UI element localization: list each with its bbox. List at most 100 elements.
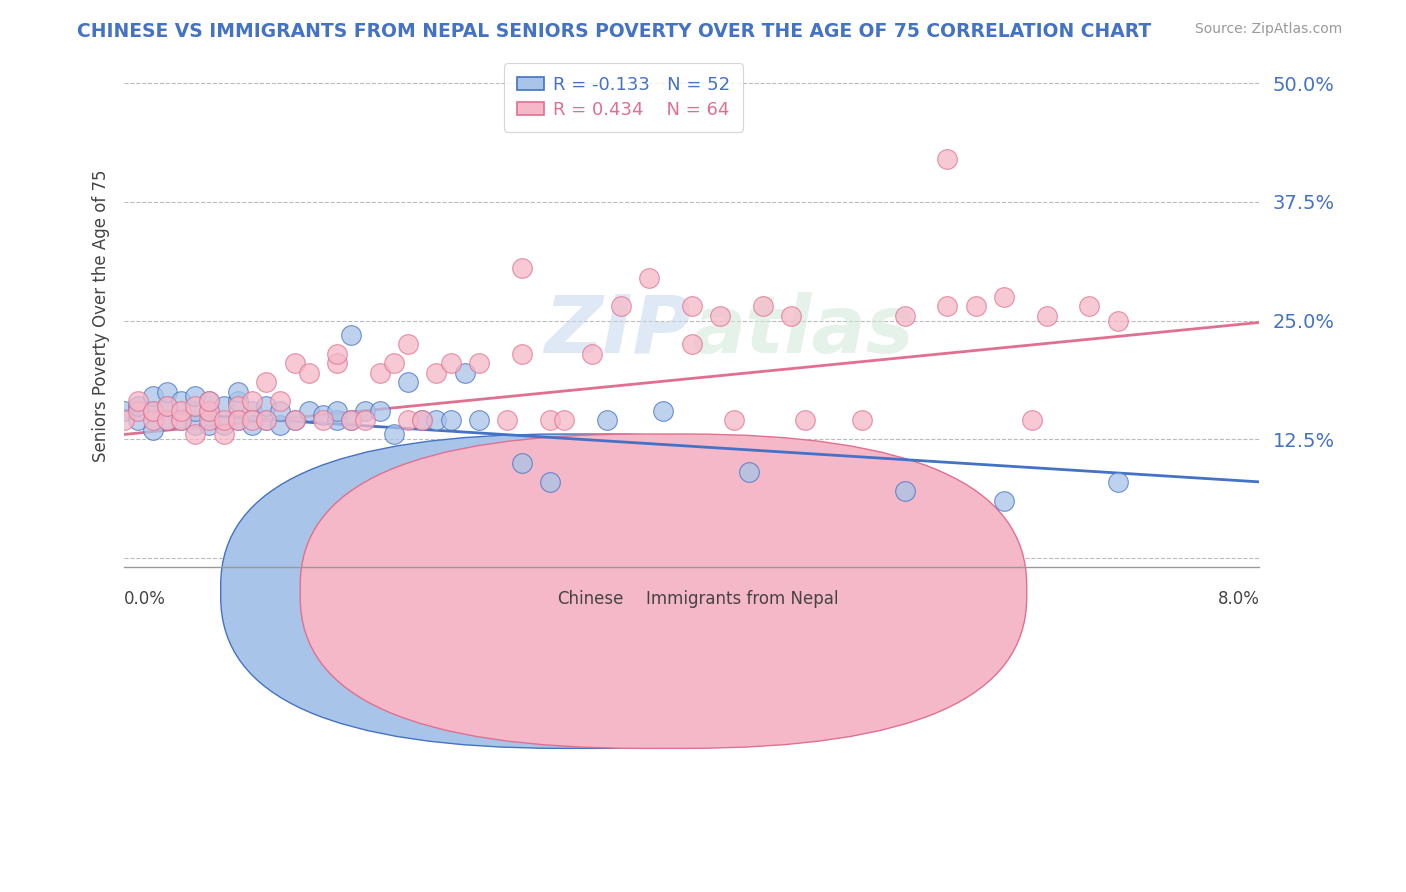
Point: [638, 270, 661, 285]
Point: [538, 413, 561, 427]
Point: [184, 403, 207, 417]
Point: [993, 290, 1015, 304]
Point: [396, 337, 419, 351]
Point: [993, 494, 1015, 508]
Point: [170, 413, 193, 427]
Point: [156, 413, 179, 427]
Point: [538, 475, 561, 489]
Point: [454, 366, 477, 380]
Point: [170, 413, 193, 427]
Point: [709, 309, 731, 323]
Point: [851, 413, 873, 427]
Point: [439, 413, 461, 427]
Point: [581, 347, 603, 361]
Point: [283, 413, 305, 427]
Point: [326, 403, 349, 417]
Point: [254, 413, 277, 427]
Point: [496, 413, 519, 427]
Point: [382, 427, 405, 442]
Point: [212, 427, 235, 442]
Point: [340, 413, 363, 427]
Point: [326, 356, 349, 370]
Point: [240, 394, 263, 409]
Point: [752, 299, 775, 313]
Text: Source: ZipAtlas.com: Source: ZipAtlas.com: [1195, 22, 1343, 37]
Point: [127, 399, 149, 413]
Point: [326, 413, 349, 427]
Point: [254, 399, 277, 413]
Point: [1035, 309, 1057, 323]
Point: [127, 403, 149, 417]
Text: Immigrants from Nepal: Immigrants from Nepal: [647, 590, 839, 608]
Text: 8.0%: 8.0%: [1218, 590, 1260, 608]
Y-axis label: Seniors Poverty Over the Age of 75: Seniors Poverty Over the Age of 75: [93, 169, 110, 462]
Point: [198, 413, 221, 427]
Point: [893, 309, 915, 323]
Text: Chinese: Chinese: [557, 590, 624, 608]
Point: [198, 394, 221, 409]
Point: [411, 413, 433, 427]
Point: [226, 384, 249, 399]
Point: [269, 394, 291, 409]
Point: [212, 413, 235, 427]
Point: [240, 413, 263, 427]
Point: [240, 417, 263, 432]
FancyBboxPatch shape: [299, 434, 1026, 748]
Point: [468, 356, 491, 370]
Point: [396, 376, 419, 390]
Point: [1107, 475, 1129, 489]
Point: [142, 403, 165, 417]
Point: [156, 413, 179, 427]
Point: [112, 403, 135, 417]
Point: [254, 413, 277, 427]
Point: [127, 394, 149, 409]
Point: [368, 403, 391, 417]
Point: [1107, 313, 1129, 327]
Point: [269, 417, 291, 432]
Point: [142, 413, 165, 427]
Point: [439, 356, 461, 370]
Point: [240, 403, 263, 417]
Point: [354, 413, 377, 427]
Point: [425, 413, 447, 427]
Point: [283, 356, 305, 370]
Text: atlas: atlas: [692, 292, 914, 370]
Text: CHINESE VS IMMIGRANTS FROM NEPAL SENIORS POVERTY OVER THE AGE OF 75 CORRELATION : CHINESE VS IMMIGRANTS FROM NEPAL SENIORS…: [77, 22, 1152, 41]
Legend: R = -0.133   N = 52, R = 0.434    N = 64: R = -0.133 N = 52, R = 0.434 N = 64: [505, 63, 742, 132]
Point: [226, 399, 249, 413]
Point: [156, 399, 179, 413]
Point: [510, 261, 533, 276]
Text: 0.0%: 0.0%: [124, 590, 166, 608]
Point: [269, 403, 291, 417]
Point: [184, 417, 207, 432]
Point: [610, 299, 633, 313]
Point: [965, 299, 987, 313]
Point: [553, 413, 575, 427]
Point: [340, 327, 363, 342]
Point: [340, 413, 363, 427]
FancyBboxPatch shape: [221, 434, 948, 748]
Point: [156, 384, 179, 399]
Point: [198, 403, 221, 417]
Point: [198, 394, 221, 409]
Point: [368, 366, 391, 380]
Point: [298, 403, 321, 417]
Point: [510, 347, 533, 361]
Point: [184, 399, 207, 413]
Point: [170, 403, 193, 417]
Point: [142, 389, 165, 403]
Point: [142, 403, 165, 417]
Point: [468, 413, 491, 427]
Point: [156, 399, 179, 413]
Point: [510, 456, 533, 470]
Point: [425, 366, 447, 380]
Point: [723, 413, 745, 427]
Point: [411, 413, 433, 427]
Point: [212, 399, 235, 413]
Point: [312, 413, 335, 427]
Point: [354, 403, 377, 417]
Point: [780, 309, 803, 323]
Point: [326, 347, 349, 361]
Point: [312, 409, 335, 423]
Point: [198, 417, 221, 432]
